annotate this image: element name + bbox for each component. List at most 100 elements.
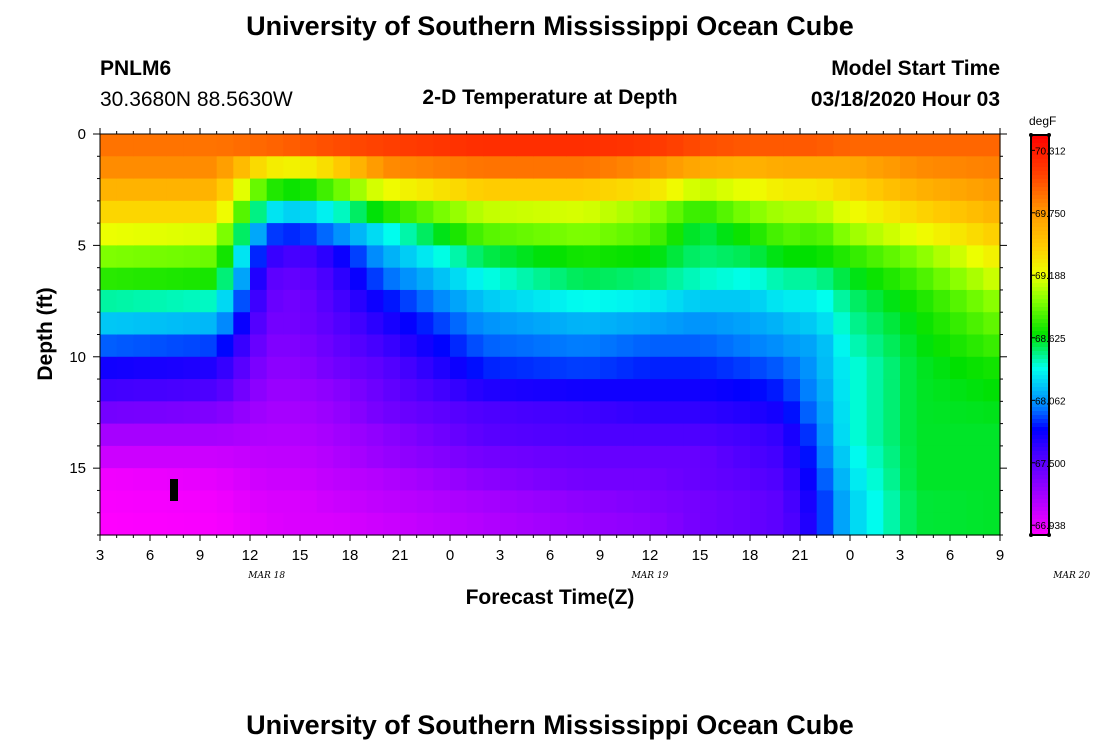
heat-cell	[633, 289, 651, 313]
heat-cell	[850, 445, 868, 469]
heat-cell	[350, 490, 368, 514]
heat-cell	[466, 200, 484, 224]
heat-cell	[383, 245, 401, 269]
heat-cell	[166, 334, 184, 358]
heat-cell	[933, 267, 951, 291]
heat-cell	[933, 445, 951, 469]
colorbar-unit: degF	[1029, 114, 1056, 128]
heat-cell	[383, 356, 401, 380]
heat-cell	[300, 379, 318, 402]
heat-cell	[933, 379, 951, 402]
heat-cell	[616, 178, 634, 202]
heat-cell	[116, 267, 134, 291]
heat-cell	[266, 223, 284, 246]
heat-cell	[150, 356, 168, 380]
heat-cell	[383, 423, 401, 447]
heat-cell	[250, 200, 268, 224]
heat-cell	[983, 223, 1001, 246]
heat-cell	[900, 490, 918, 514]
heat-cell	[716, 245, 734, 269]
heat-cell	[783, 200, 801, 224]
colorbar-segment	[1031, 251, 1049, 256]
heat-cell	[450, 178, 468, 202]
heat-cell	[133, 334, 151, 358]
heat-cell	[350, 156, 368, 180]
heat-cell	[550, 379, 568, 402]
heat-cell	[750, 445, 768, 469]
heat-cell	[316, 245, 334, 269]
heat-cell	[300, 245, 318, 269]
heat-cell	[683, 423, 701, 447]
heat-cell	[750, 289, 768, 313]
heat-cell	[383, 468, 401, 492]
colorbar-segment	[1031, 363, 1049, 368]
heat-cell	[933, 334, 951, 358]
heat-cell	[633, 223, 651, 246]
heat-cell	[900, 356, 918, 380]
heat-cell	[950, 334, 968, 358]
heat-cell	[883, 334, 901, 358]
colorbar-segment	[1031, 163, 1049, 168]
heat-cell	[883, 223, 901, 246]
heat-cell	[516, 312, 534, 336]
colorbar-corner	[1047, 133, 1051, 137]
colorbar-segment	[1031, 167, 1049, 172]
heat-cell	[366, 156, 384, 180]
heat-cell	[533, 468, 551, 492]
heat-cell	[200, 245, 218, 269]
heat-cell	[183, 445, 201, 469]
heat-cell	[983, 178, 1001, 202]
heat-cell	[933, 312, 951, 336]
heat-cell	[250, 490, 268, 514]
heat-cell	[666, 356, 684, 380]
heat-cell	[533, 289, 551, 313]
colorbar-frame	[1030, 134, 1050, 536]
heat-cell	[266, 401, 284, 425]
heat-cell	[633, 178, 651, 202]
colorbar-segment	[1031, 343, 1049, 348]
heat-cell	[666, 401, 684, 425]
heat-cell	[933, 289, 951, 313]
heat-cell	[916, 490, 934, 514]
heat-cell	[383, 267, 401, 291]
heat-cell	[133, 200, 151, 224]
colorbar-segment	[1031, 287, 1049, 292]
heat-cell	[533, 490, 551, 514]
heat-cell	[550, 401, 568, 425]
colorbar-segment	[1031, 447, 1049, 452]
heat-cell	[200, 423, 218, 447]
heat-cell	[500, 245, 518, 269]
heat-cell	[166, 245, 184, 269]
heat-cell	[300, 156, 318, 180]
heat-cell	[550, 334, 568, 358]
heat-cell	[466, 423, 484, 447]
heat-cell	[583, 445, 601, 469]
heat-cell	[550, 468, 568, 492]
heat-cell	[233, 512, 251, 536]
heat-cell	[616, 156, 634, 180]
x-tick-label: 0	[846, 547, 854, 564]
heat-cell	[866, 423, 884, 447]
colorbar-segment	[1031, 299, 1049, 304]
heat-cell	[250, 401, 268, 425]
heat-cell	[766, 379, 784, 402]
heat-cell	[400, 490, 418, 514]
colorbar-segment	[1031, 339, 1049, 344]
heat-cell	[300, 200, 318, 224]
heat-cell	[500, 289, 518, 313]
heat-cell	[283, 379, 301, 402]
heat-cell	[200, 468, 218, 492]
heat-cell	[266, 178, 284, 202]
heat-cell	[483, 156, 501, 180]
heat-cell	[483, 401, 501, 425]
heat-cell	[716, 379, 734, 402]
heat-cell	[500, 468, 518, 492]
heat-cell	[383, 134, 401, 157]
heat-cell	[883, 134, 901, 157]
heat-cell	[416, 178, 434, 202]
heat-cell	[966, 134, 984, 157]
heat-cell	[816, 445, 834, 469]
heat-cell	[366, 468, 384, 492]
heat-cell	[566, 178, 584, 202]
heat-cell	[300, 267, 318, 291]
